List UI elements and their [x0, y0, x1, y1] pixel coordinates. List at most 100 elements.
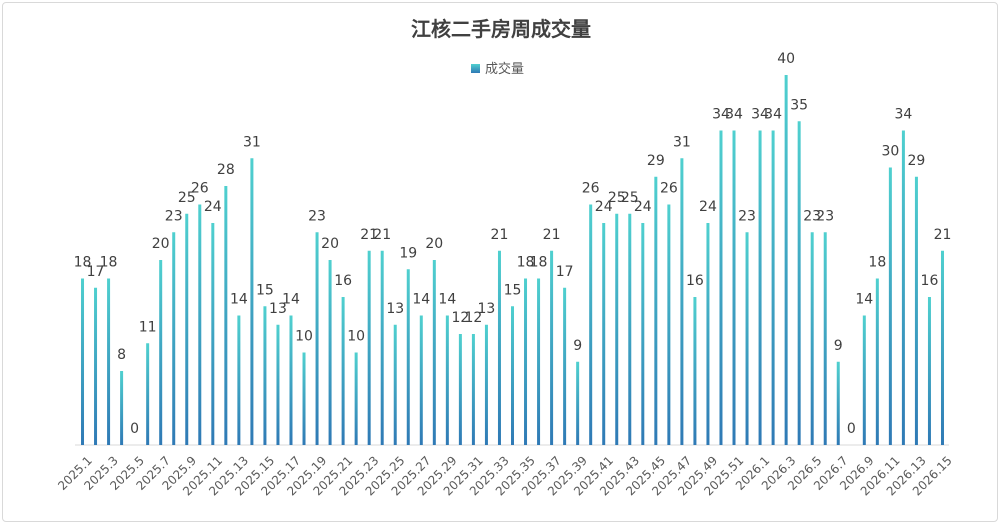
- bar: [875, 278, 879, 445]
- bar: [797, 121, 801, 445]
- bar-value-label: 18: [530, 255, 548, 271]
- bar-value-label: 23: [165, 208, 183, 224]
- bar: [680, 158, 684, 445]
- bar-value-label: 20: [152, 236, 170, 252]
- bar: [250, 158, 254, 445]
- bar-value-label: 12: [451, 310, 469, 326]
- x-tick-labels: 2025.12025.32025.52025.72025.92025.11202…: [55, 453, 955, 498]
- bar-value-label: 25: [608, 190, 626, 206]
- bar-value-label: 29: [647, 153, 665, 169]
- bar-value-label: 0: [847, 421, 856, 437]
- bar: [289, 315, 293, 445]
- bar-value-label: 34: [751, 107, 769, 123]
- bar-value-label: 26: [660, 181, 678, 197]
- bar-value-label: 14: [230, 292, 248, 308]
- bar: [315, 232, 319, 445]
- bar-value-label: 26: [582, 181, 600, 197]
- legend-label: 成交量: [485, 61, 524, 77]
- bar: [511, 306, 514, 445]
- bar-value-label: 11: [139, 319, 157, 335]
- bar: [302, 352, 306, 445]
- bar: [836, 361, 840, 445]
- bar: [328, 260, 332, 445]
- bar-value-label: 16: [921, 273, 939, 289]
- bar: [471, 334, 475, 445]
- bar-value-label: 21: [373, 227, 391, 243]
- bar: [185, 213, 189, 445]
- bar-value-label: 24: [595, 199, 613, 215]
- bar: [484, 324, 488, 445]
- bar: [862, 315, 866, 445]
- bar: [224, 186, 228, 445]
- bar: [354, 352, 358, 445]
- bar: [94, 287, 98, 445]
- bar-value-label: 16: [686, 273, 704, 289]
- bar: [784, 75, 788, 445]
- bar-value-label: 9: [834, 338, 843, 354]
- bar-value-label: 29: [908, 153, 926, 169]
- bar-value-label: 40: [777, 51, 795, 67]
- bar-value-label: 34: [712, 107, 730, 123]
- bar-value-label: 30: [881, 144, 899, 160]
- bar-value-label: 17: [556, 264, 574, 280]
- bar: [419, 315, 423, 445]
- bar-value-label: 17: [87, 264, 105, 280]
- bar-value-label: 19: [399, 245, 417, 261]
- bar: [732, 130, 736, 445]
- bar-value-label: 31: [673, 134, 691, 150]
- bar-value-label: 34: [725, 107, 743, 123]
- bar-value-label: 25: [178, 190, 196, 206]
- bar-value-label: 25: [621, 190, 639, 206]
- bar-value-label: 14: [855, 292, 873, 308]
- bar: [706, 223, 710, 445]
- bar: [107, 278, 111, 445]
- legend: 成交量: [471, 61, 524, 77]
- bar-value-label: 23: [816, 208, 834, 224]
- bar-value-label: 26: [191, 181, 209, 197]
- bar: [628, 213, 632, 445]
- bar: [263, 306, 267, 445]
- bar: [914, 176, 918, 445]
- bar-value-label: 18: [517, 255, 535, 271]
- bar-value-label: 14: [438, 292, 456, 308]
- bar: [159, 260, 163, 445]
- bar-value-label: 20: [321, 236, 339, 252]
- bar-chart: 江核二手房周成交量 成交量 18171880112023252624281431…: [55, 17, 955, 498]
- value-labels: 1817188011202325262428143115131410232016…: [74, 51, 952, 437]
- bar-value-label: 14: [282, 292, 300, 308]
- bar-value-label: 21: [934, 227, 952, 243]
- bar: [380, 250, 384, 445]
- bar: [771, 130, 775, 445]
- bar: [758, 130, 762, 445]
- bar: [341, 297, 345, 445]
- bar: [198, 204, 202, 445]
- bar: [641, 223, 645, 445]
- bar-value-label: 21: [360, 227, 378, 243]
- bar: [211, 223, 215, 445]
- bar-value-label: 28: [217, 162, 235, 178]
- bar: [602, 223, 606, 445]
- bar: [823, 232, 827, 445]
- bar-value-label: 21: [543, 227, 561, 243]
- bar: [120, 371, 124, 445]
- bar: [172, 232, 176, 445]
- bar-value-label: 24: [699, 199, 717, 215]
- bar: [497, 250, 501, 445]
- bar-value-label: 13: [478, 301, 496, 317]
- bar-value-label: 13: [386, 301, 404, 317]
- bar: [367, 250, 371, 445]
- bar: [927, 297, 931, 445]
- bar-value-label: 34: [764, 107, 782, 123]
- legend-swatch: [471, 64, 480, 73]
- bar-value-label: 15: [256, 282, 274, 298]
- bar-value-label: 0: [130, 421, 139, 437]
- bar-value-label: 23: [308, 208, 326, 224]
- bar-value-label: 18: [100, 255, 118, 271]
- bar: [667, 204, 671, 445]
- bar-value-label: 35: [790, 97, 808, 113]
- bar-value-label: 31: [243, 134, 261, 150]
- bar: [524, 278, 528, 445]
- bar: [146, 343, 150, 445]
- bar-value-label: 23: [738, 208, 756, 224]
